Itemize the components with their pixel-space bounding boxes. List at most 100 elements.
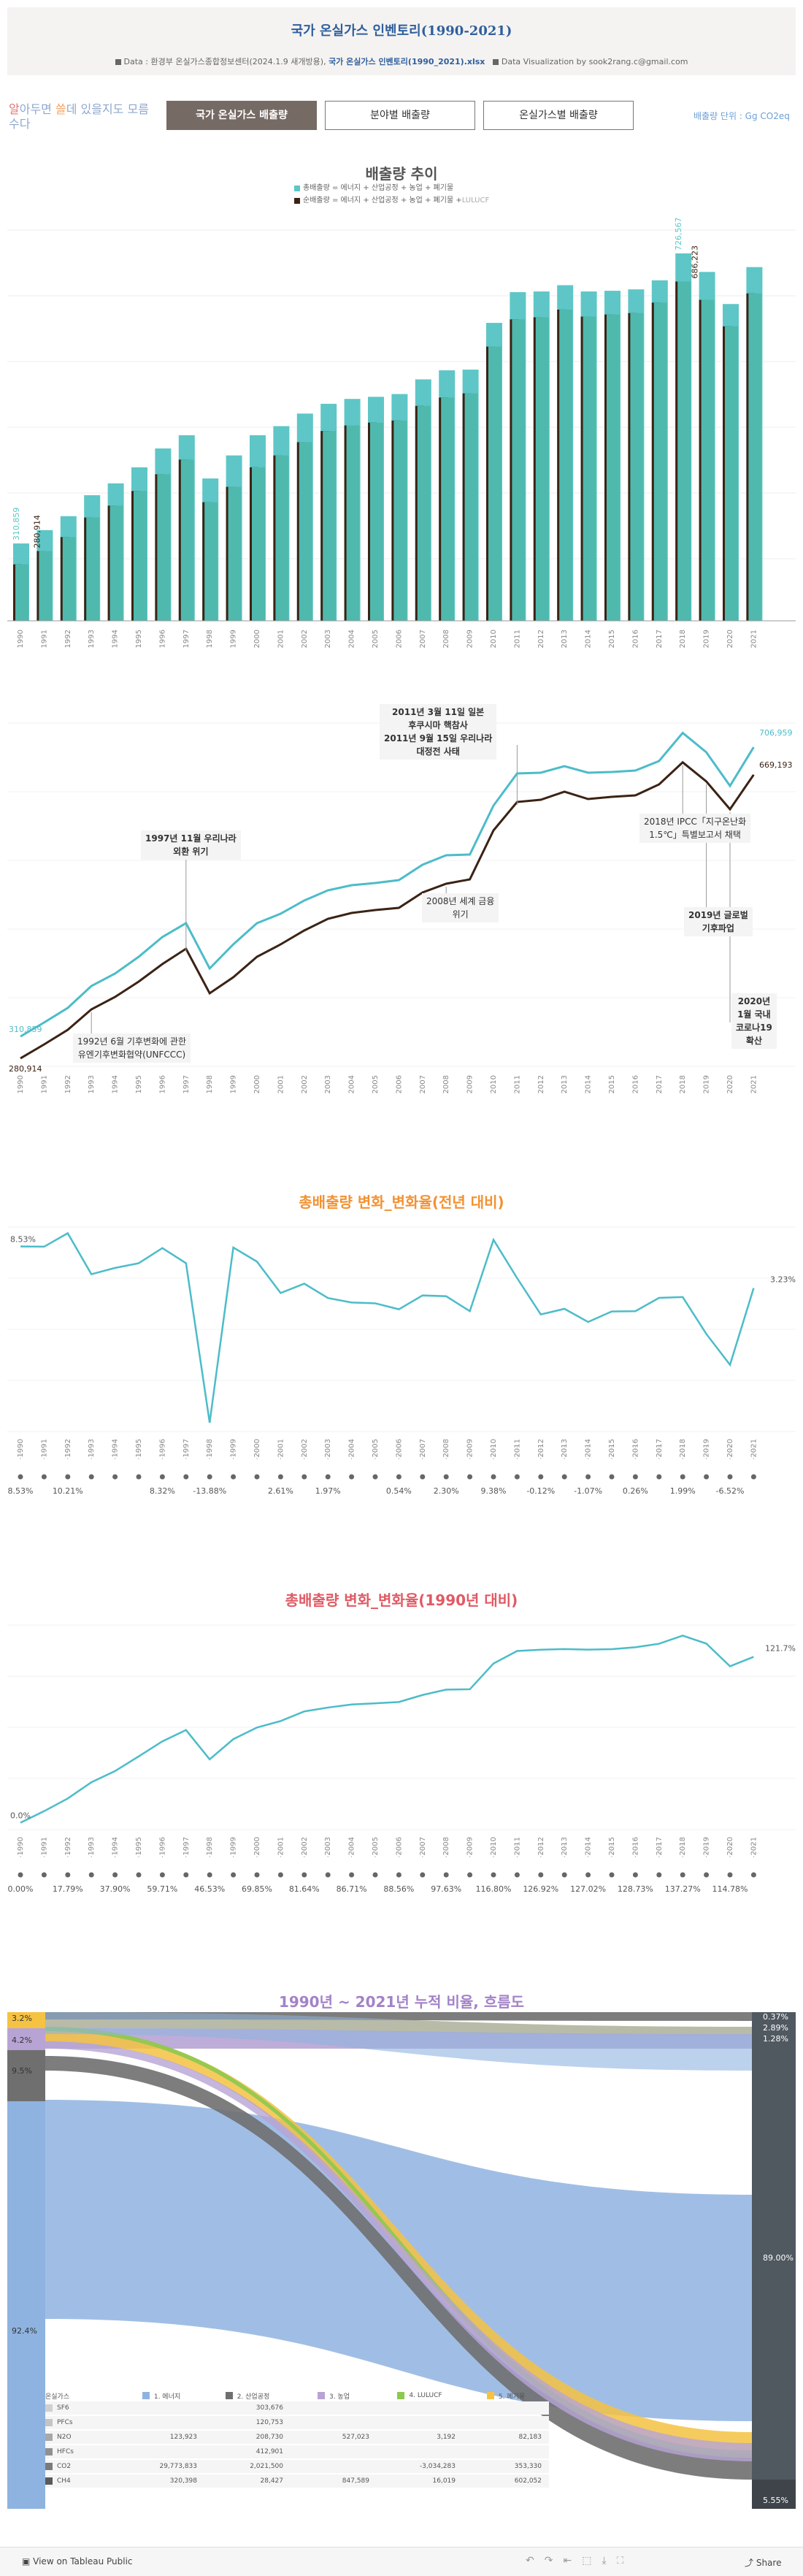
year-tick-label: 2008: [442, 1439, 450, 1457]
year-tick-label: 1992: [64, 1439, 72, 1457]
year-tick-label: 2011: [513, 1439, 521, 1457]
right-pct-label: 2.89%: [763, 2023, 788, 2033]
year-tick-label: 2006: [395, 1837, 403, 1855]
year-tick-label: 2018: [679, 1439, 687, 1457]
change-dot: [183, 1474, 189, 1480]
gas-name: CO2: [57, 2463, 72, 2470]
tab-gas-emissions[interactable]: 온실가스별 배출량: [483, 101, 634, 130]
change-dot: [41, 1872, 47, 1878]
table-cell: 123,923: [169, 2434, 197, 2441]
bar-chart: 310,859 280,914 726,567 686,223 1990 1991 1992…: [7, 217, 796, 648]
column-label: 1. 에너지: [153, 2393, 181, 2401]
emissions-line-chart: 310,859 280,914 706,959 669,193 1990 1991 1992…: [7, 722, 796, 1093]
change-dot: [443, 1872, 449, 1878]
year-tick-label: 2013: [561, 1075, 569, 1093]
bottom-value-label: 46.53%: [194, 1884, 225, 1894]
bar-net-fill-2006: [393, 420, 407, 621]
year-tick-label: 2002: [301, 1439, 309, 1457]
bottom-value-label: 114.78%: [712, 1884, 748, 1894]
year-tick-label: 2006: [395, 1075, 403, 1093]
year-tick-label: 2003: [324, 1075, 332, 1093]
share-button[interactable]: ⤴ Share: [745, 2558, 782, 2568]
bar-data-label: 726,567: [674, 217, 683, 251]
bar-net-fill-2014: [583, 316, 596, 621]
year-tick-label: 2004: [348, 630, 356, 648]
bottom-value-label: 8.32%: [150, 1486, 175, 1496]
year-tick-label: 2011: [513, 1837, 521, 1855]
change-dot: [632, 1872, 638, 1878]
change-dot: [561, 1474, 567, 1480]
year-tick-label: 1998: [206, 1439, 214, 1457]
tab-national-emissions[interactable]: 국가 온실가스 배출량: [166, 101, 317, 130]
year-tick-label: 1997: [182, 1439, 191, 1457]
legend-item-total[interactable]: 총배출량 = 에너지 + 산업공정 + 농업 + 폐기물: [294, 182, 489, 194]
year-tick-label: 1996: [158, 1439, 166, 1457]
left-pct-label: 4.2%: [12, 2036, 32, 2045]
change-dot: [159, 1872, 165, 1878]
change-dot: [656, 1474, 662, 1480]
change-dot: [727, 1872, 733, 1878]
legend-swatch: [397, 2392, 405, 2399]
legend-item-net[interactable]: 순배출량 = 에너지 + 산업공정 + 농업 + 폐기물 + LULUCF: [294, 194, 489, 207]
bottom-value-label: 127.02%: [570, 1884, 606, 1894]
change-dot: [443, 1474, 449, 1480]
bar-net-fill-1993: [86, 517, 100, 621]
bar-net-fill-2008: [441, 397, 455, 621]
change-dot: [301, 1872, 307, 1878]
legend-label: 총배출량 = 에너지 + 산업공정 + 농업 + 폐기물: [303, 184, 454, 192]
toolbar-icons[interactable]: ↶↷⇤⬚⤓⛶: [526, 2555, 634, 2567]
table-corner-label: 온실가스: [45, 2393, 70, 2401]
year-tick-label: 2011: [513, 1075, 521, 1093]
year-tick-label: 1991: [40, 630, 48, 648]
year-tick-label: 1994: [112, 1439, 120, 1457]
right-pct-label: 5.55%: [763, 2496, 788, 2505]
yoy-change-chart: 8.53% 3.23% 1990 1991 1992 1993 1994 1995 1996 19…: [7, 1226, 796, 1496]
year-tick-label: 1999: [230, 630, 238, 648]
year-tick-label: 2001: [277, 1837, 285, 1855]
year-tick-label: 2012: [537, 1439, 545, 1457]
change-dot: [585, 1872, 591, 1878]
bar-net-fill-2000: [252, 467, 265, 621]
year-tick-label: 1993: [88, 1075, 96, 1093]
table-row: N2O 123,923 208,730 527,023 3,192 82,183: [45, 2431, 549, 2444]
table-column-header: 4. LULUCF: [377, 2392, 463, 2399]
change-dot: [254, 1872, 260, 1878]
bottom-value-label: 0.00%: [8, 1884, 34, 1894]
change-dot: [396, 1872, 402, 1878]
change-dot: [349, 1872, 355, 1878]
tableau-public-link[interactable]: ▣ View on Tableau Public: [22, 2556, 133, 2567]
change-dot: [538, 1474, 544, 1480]
year-tick-label: 1991: [40, 1837, 48, 1855]
bar-net-fill-2017: [653, 302, 667, 621]
change-dot: [704, 1872, 710, 1878]
year-tick-label: 2018: [679, 630, 687, 648]
tab-sector-emissions[interactable]: 분야별 배출량: [325, 101, 475, 130]
year-tick-label: 2016: [631, 1075, 639, 1093]
credit-text: Data Visualization by sook2rang.c@gmail.…: [501, 57, 688, 66]
change-dot: [41, 1474, 47, 1480]
year-tick-label: 2021: [750, 1439, 758, 1457]
year-tick-label: 2016: [631, 630, 639, 648]
bar-net-fill-1998: [204, 502, 218, 621]
bar-net-fill-2001: [275, 455, 289, 621]
year-tick-label: 2009: [466, 1837, 474, 1855]
bar-net-fill-1994: [110, 505, 123, 621]
source-file-link[interactable]: 국가 온실가스 인벤토리(1990_2021).xlsx: [328, 57, 485, 66]
change-dot: [231, 1474, 237, 1480]
year-tick-label: 2003: [324, 1837, 332, 1855]
tagline-part: 데 있을지도 모름 수다: [9, 102, 149, 131]
row-label: PFCs: [45, 2419, 118, 2426]
annotation-ipcc: 2018년 IPCC「지구온난화 1.5℃」특별보고서 채택: [639, 814, 751, 843]
bottom-value-label: 2.61%: [268, 1486, 293, 1496]
bar-net-fill-1990: [15, 564, 28, 621]
year-tick-label: 2009: [466, 1075, 474, 1093]
year-tick-label: 1992: [64, 630, 72, 648]
first-value-label: 8.53%: [10, 1235, 36, 1245]
left-pct-label: 3.2%: [12, 2014, 32, 2023]
legend-swatch: [317, 2392, 325, 2399]
line-net: [20, 760, 755, 1060]
row-label: CO2: [45, 2463, 118, 2470]
row-label: CH4: [45, 2477, 118, 2485]
year-tick-label: 2011: [513, 630, 521, 648]
year-tick-label: 2007: [419, 1837, 427, 1855]
